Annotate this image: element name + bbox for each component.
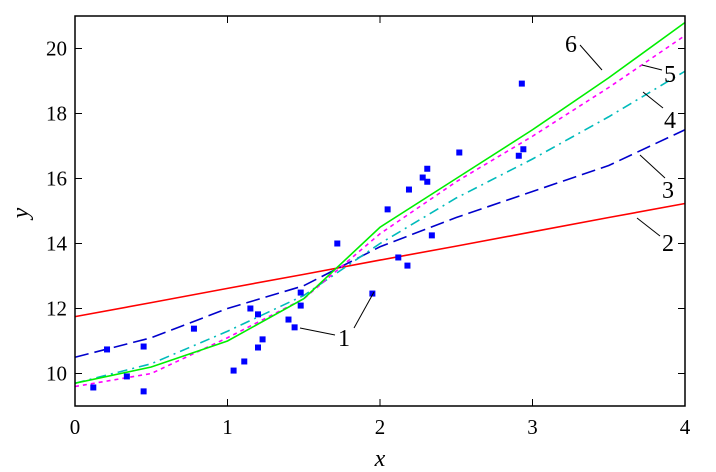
x-tick-label: 1 — [222, 415, 233, 439]
series-line-5 — [74, 34, 686, 388]
data-point — [424, 178, 431, 185]
data-point — [518, 80, 525, 87]
leader-5 — [641, 64, 663, 71]
y-tick-label: 18 — [46, 102, 67, 126]
leader-4 — [642, 91, 664, 109]
leader-lines — [299, 44, 666, 336]
data-point — [297, 302, 304, 309]
leader-3 — [639, 154, 666, 179]
data-point — [230, 367, 237, 374]
curve-label-5: 5 — [664, 62, 676, 88]
y-tick-label: 20 — [46, 37, 67, 61]
data-point — [384, 206, 391, 213]
curve-label-3: 3 — [662, 178, 674, 204]
curve-label-6: 6 — [565, 32, 577, 58]
data-point — [123, 373, 130, 380]
x-tick-label: 2 — [375, 415, 386, 439]
data-point — [419, 174, 426, 181]
data-point — [190, 325, 197, 332]
data-point — [424, 165, 431, 172]
data-point — [515, 152, 522, 159]
plot-frame — [74, 15, 686, 407]
y-axis-label: y — [8, 207, 34, 220]
leader-1a — [299, 327, 336, 336]
series-line-4 — [74, 70, 686, 385]
leader-2 — [636, 217, 661, 237]
series-line-2 — [74, 202, 686, 318]
data-point — [369, 290, 376, 297]
data-point — [140, 388, 147, 395]
data-point — [255, 344, 261, 351]
series-line-6 — [74, 21, 686, 385]
x-tick-label: 4 — [680, 415, 691, 439]
data-point — [404, 262, 411, 269]
data-point — [291, 324, 298, 331]
data-point — [247, 305, 254, 312]
y-tick-label: 10 — [46, 362, 67, 386]
data-point — [428, 232, 435, 239]
data-point — [90, 384, 97, 391]
data-point — [241, 358, 248, 365]
series-line-3 — [74, 129, 686, 359]
data-point — [405, 186, 412, 193]
x-tick-label: 3 — [527, 415, 538, 439]
data-point — [395, 254, 402, 261]
y-tick-label: 12 — [46, 297, 67, 321]
x-axis-label: x — [374, 446, 386, 472]
y-tick-label: 14 — [46, 232, 68, 256]
data-point — [104, 346, 111, 353]
data-point — [334, 240, 341, 247]
data-point — [456, 149, 463, 156]
data-point — [520, 146, 527, 153]
y-tick-label: 16 — [46, 167, 67, 191]
data-point — [297, 289, 304, 296]
data-point — [259, 336, 266, 343]
data-point — [140, 343, 147, 350]
leader-1b — [353, 291, 375, 329]
curve-label-4: 4 — [664, 108, 676, 134]
curve-label-1: 1 — [338, 326, 350, 352]
leader-6 — [579, 44, 603, 71]
curve-label-2: 2 — [662, 231, 674, 257]
data-point — [285, 316, 292, 323]
x-tick-label: 0 — [70, 415, 81, 439]
data-point — [255, 311, 261, 318]
